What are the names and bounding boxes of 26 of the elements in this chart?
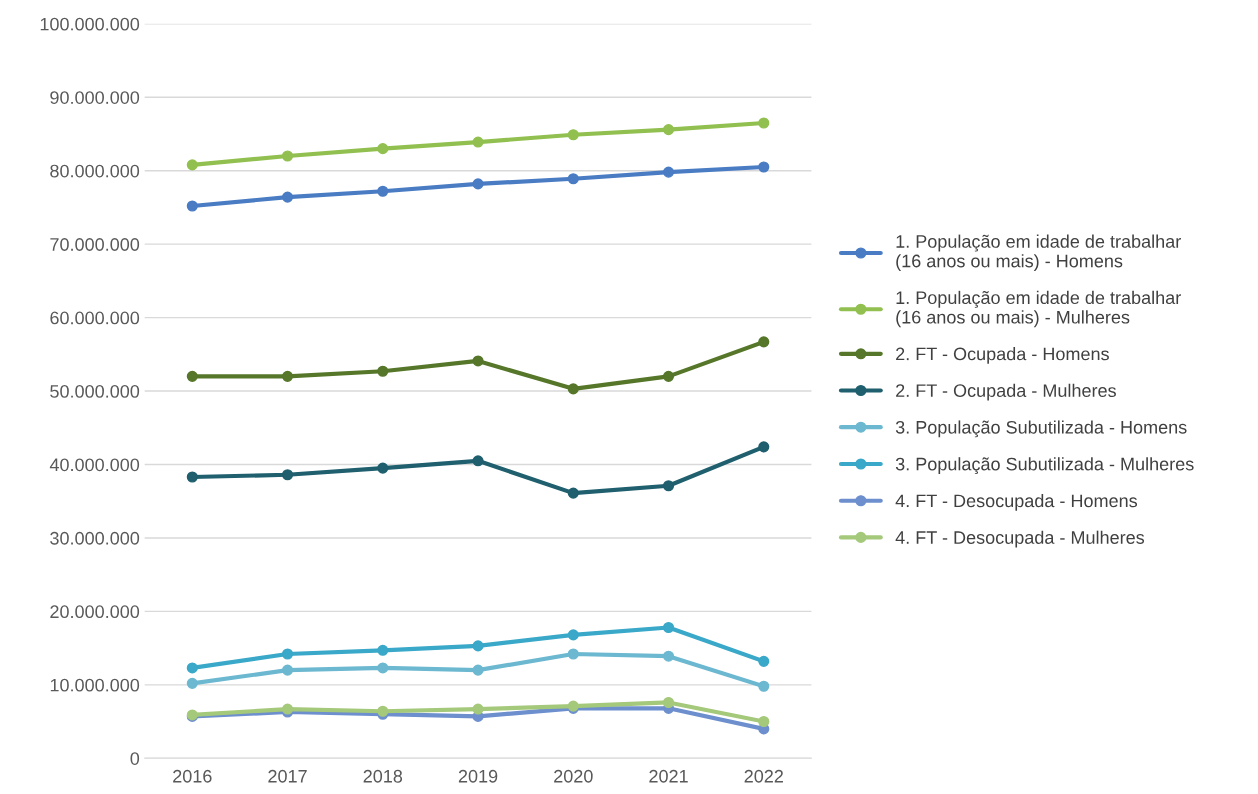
x-tick-label: 2021 — [649, 769, 688, 783]
y-tick-label: 20.000.000 — [50, 605, 140, 619]
y-tick-label: 40.000.000 — [49, 458, 140, 472]
legend-label: 2. FT - Ocupada - Mulheres — [896, 383, 1116, 401]
y-tick-label: 30.000.000 — [50, 531, 140, 545]
legend-label: 4. FT - Desocupada - Mulheres — [895, 530, 1145, 548]
y-tick-label: 100.000.000 — [40, 17, 140, 31]
y-tick-label: 10.000.000 — [50, 678, 140, 692]
y-tick-label: 0 — [130, 752, 140, 765]
legend-label: 3. População Subutilizada - Homens — [895, 420, 1187, 438]
x-tick-label: 2022 — [744, 769, 783, 783]
legend-label: 1. População em idade de trabalhar (16 anos ou mais) - Homens — [896, 234, 1181, 271]
legend-label: 3. População Subutilizada - Mulheres — [895, 457, 1194, 475]
legend-label: 2. FT - Ocupada - Homens — [896, 347, 1109, 364]
y-tick-label: 90.000.000 — [50, 91, 140, 104]
x-tick-label: 2017 — [268, 769, 307, 783]
x-tick-label: 2019 — [458, 769, 498, 783]
legend-label: 1. População em idade de trabalhar (16 anos ou mais) - Mulheres — [896, 290, 1181, 328]
y-tick-label: 80.000.000 — [50, 164, 140, 178]
y-tick-label: 60.000.000 — [50, 311, 140, 325]
y-tick-label: 50.000.000 — [50, 384, 140, 398]
x-tick-label: 2016 — [173, 769, 212, 783]
x-tick-label: 2020 — [554, 769, 593, 783]
x-tick-label: 2018 — [363, 769, 403, 783]
y-tick-label: 70.000.000 — [50, 238, 140, 251]
legend-label: 4. FT - Desocupada - Homens — [895, 493, 1138, 511]
